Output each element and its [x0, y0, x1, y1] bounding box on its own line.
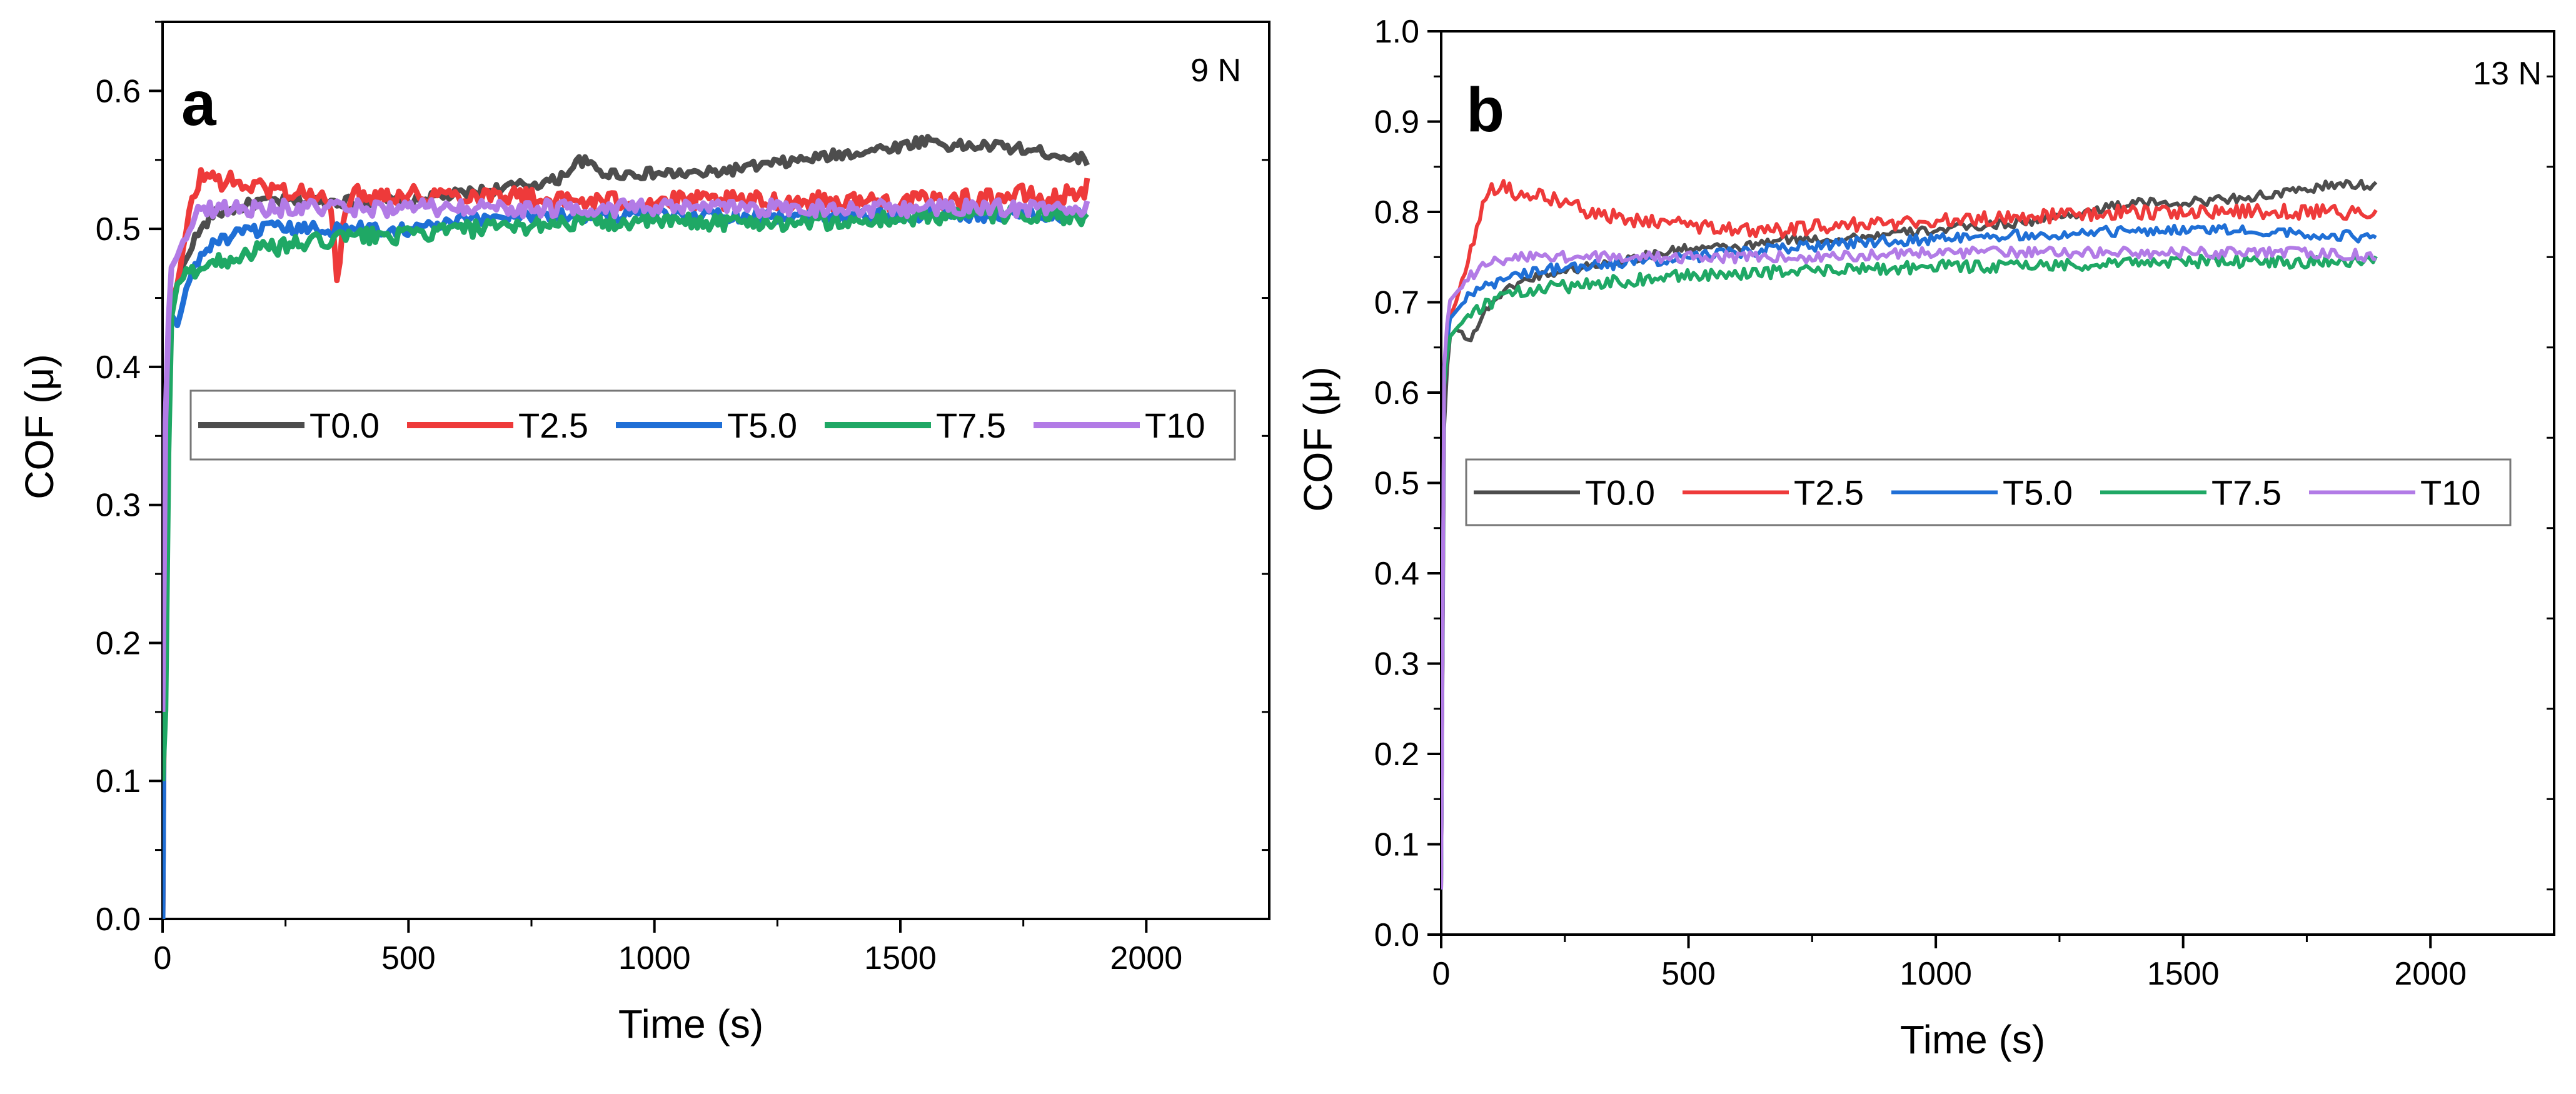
legend-label-T7.5: T7.5 — [2211, 473, 2282, 513]
y-tick-label: 0.4 — [1374, 556, 1419, 592]
series-line-T7.5 — [1441, 253, 2378, 890]
y-tick-label: 0.5 — [96, 211, 141, 248]
x-tick-label: 500 — [1661, 956, 1716, 992]
legend-label-T7.5: T7.5 — [936, 406, 1006, 445]
legend-label-T5.0: T5.0 — [727, 406, 797, 445]
x-axis-title: Time (s) — [618, 1001, 763, 1046]
plot-frame — [161, 21, 1270, 920]
legend-label-T2.5: T2.5 — [518, 406, 588, 445]
y-tick-label: 0.9 — [1374, 104, 1419, 141]
x-axis-title: Time (s) — [1900, 1017, 2045, 1062]
x-tick-label: 500 — [381, 940, 436, 976]
legend-label-T10: T10 — [2420, 473, 2481, 513]
series-group — [163, 134, 1090, 919]
series-line-T10 — [1441, 245, 2377, 890]
y-tick-label: 0.1 — [1374, 827, 1419, 863]
x-tick-label: 0 — [154, 940, 172, 976]
y-tick-label: 0.2 — [1374, 736, 1419, 773]
y-axis-title: COF (μ) — [17, 354, 62, 499]
y-tick-label: 0.4 — [96, 349, 141, 386]
load-annotation: 13 N — [2473, 56, 2542, 92]
series-line-T0.0 — [1441, 179, 2378, 890]
legend-label-T2.5: T2.5 — [1794, 473, 1864, 513]
legend-label-T0.0: T0.0 — [309, 406, 380, 445]
panel-letter: a — [181, 69, 217, 139]
y-tick-label: 0.0 — [96, 901, 141, 938]
legend-label-T10: T10 — [1145, 406, 1205, 445]
series-line-T7.5 — [163, 204, 1089, 781]
series-line-T5.0 — [1441, 223, 2377, 890]
legend: T0.0 T2.5 T5.0 T7.5 T10 — [1465, 458, 2512, 526]
y-tick-label: 0.6 — [1374, 375, 1419, 411]
series-line-T5.0 — [163, 205, 1088, 919]
panel-b: 0 500 1000 1500 2000 0.0 0.1 0.2 0.3 0.4 0.5 0.6 0.7… — [1296, 14, 2555, 1062]
legend-label-T0.0: T0.0 — [1585, 473, 1655, 513]
legend-label-T5.0: T5.0 — [2003, 473, 2073, 513]
y-axis-title: COF (μ) — [1296, 366, 1341, 511]
x-tick-label: 2000 — [2394, 956, 2467, 992]
y-tick-label: 0.3 — [96, 488, 141, 524]
y-tick-label: 0.7 — [1374, 285, 1419, 321]
series-line-T2.5 — [163, 167, 1090, 919]
series-group — [1441, 179, 2378, 890]
x-tick-label: 1500 — [2147, 956, 2220, 992]
panel-a: 0 500 1000 1500 2000 0.0 0.1 0.2 0.3 0.4 0.5 0.6 Tim… — [17, 21, 1270, 1046]
x-tick-label: 0 — [1432, 956, 1451, 992]
series-line-T2.5 — [1441, 179, 2378, 890]
y-tick-label: 0.5 — [1374, 466, 1419, 502]
y-tick-label: 1.0 — [1374, 14, 1419, 50]
y-tick-label: 0.1 — [96, 763, 141, 800]
panel-letter: b — [1466, 75, 1504, 145]
x-tick-label: 1000 — [1899, 956, 1972, 992]
series-line-T10 — [163, 197, 1090, 712]
y-tick-label: 0.0 — [1374, 917, 1419, 953]
legend: T0.0 T2.5 T5.0 T7.5 T10 — [189, 389, 1236, 461]
y-tick-label: 0.2 — [96, 625, 141, 661]
x-tick-label: 1500 — [864, 940, 937, 976]
x-tick-label: 2000 — [1110, 940, 1182, 976]
y-tick-label: 0.8 — [1374, 194, 1419, 231]
y-tick-label: 0.3 — [1374, 646, 1419, 683]
y-tick-label: 0.6 — [96, 73, 141, 109]
x-tick-label: 1000 — [618, 940, 691, 976]
load-annotation: 9 N — [1190, 53, 1241, 89]
series-line-T0.0 — [163, 134, 1090, 919]
